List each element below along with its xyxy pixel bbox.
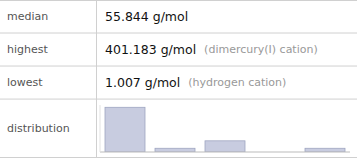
bar — [155, 148, 195, 152]
table-rule — [0, 99, 357, 100]
table-rule — [0, 66, 357, 67]
value-axis-line — [100, 105, 101, 152]
row-note: (hydrogen cation) — [188, 76, 286, 89]
baseline — [100, 152, 350, 153]
summary-chart: median 55.844 g/mol highest 401.183 g/mol (d… — [0, 0, 357, 158]
row-label: lowest — [7, 76, 43, 89]
chart-root: median 55.844 g/mol highest 401.183 g/mol (d… — [0, 0, 357, 158]
table-divider — [96, 0, 97, 158]
row-value: 401.183 g/mol — [105, 42, 196, 57]
row-label: highest — [7, 43, 48, 56]
row-label: median — [7, 10, 48, 23]
table-rule — [0, 0, 357, 1]
histogram-bars — [105, 107, 345, 152]
row-label: distribution — [7, 122, 70, 135]
row-value: 55.844 g/mol — [105, 9, 188, 24]
bar — [205, 141, 245, 152]
row-value: 1.007 g/mol — [105, 75, 180, 90]
bar — [305, 148, 345, 152]
table-rule — [0, 157, 357, 158]
bar — [105, 107, 145, 152]
table-rule — [0, 33, 357, 34]
row-note: (dimercury(I) cation) — [204, 43, 318, 56]
